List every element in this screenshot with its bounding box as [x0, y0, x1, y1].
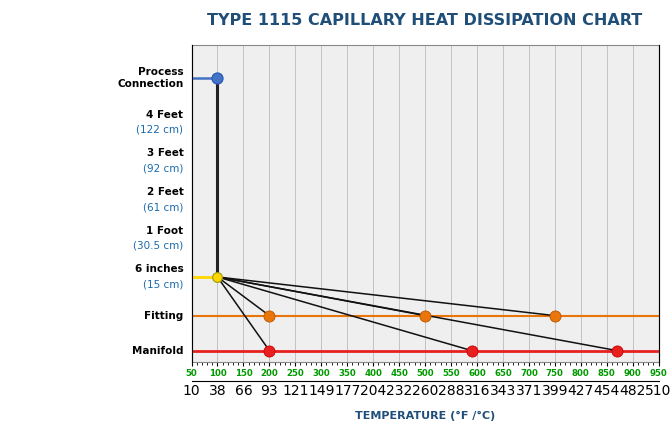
Text: TYPE 1115 CAPILLARY HEAT DISSIPATION CHART: TYPE 1115 CAPILLARY HEAT DISSIPATION CHA…: [208, 13, 642, 28]
Text: 1 Foot: 1 Foot: [146, 226, 183, 235]
Text: 6 inches: 6 inches: [134, 264, 183, 274]
Text: (61 cm): (61 cm): [143, 202, 183, 212]
X-axis label: TEMPERATURE (°F /°C): TEMPERATURE (°F /°C): [355, 411, 495, 421]
Text: (30.5 cm): (30.5 cm): [133, 241, 183, 251]
Text: Manifold: Manifold: [132, 346, 183, 356]
Text: 3 Feet: 3 Feet: [146, 148, 183, 158]
Text: (122 cm): (122 cm): [136, 125, 183, 135]
Text: Fitting: Fitting: [144, 311, 183, 321]
Text: (15 cm): (15 cm): [143, 279, 183, 290]
Text: Process
Connection: Process Connection: [117, 67, 183, 89]
Text: 2 Feet: 2 Feet: [146, 187, 183, 197]
Text: 4 Feet: 4 Feet: [146, 110, 183, 119]
Text: (92 cm): (92 cm): [143, 163, 183, 174]
